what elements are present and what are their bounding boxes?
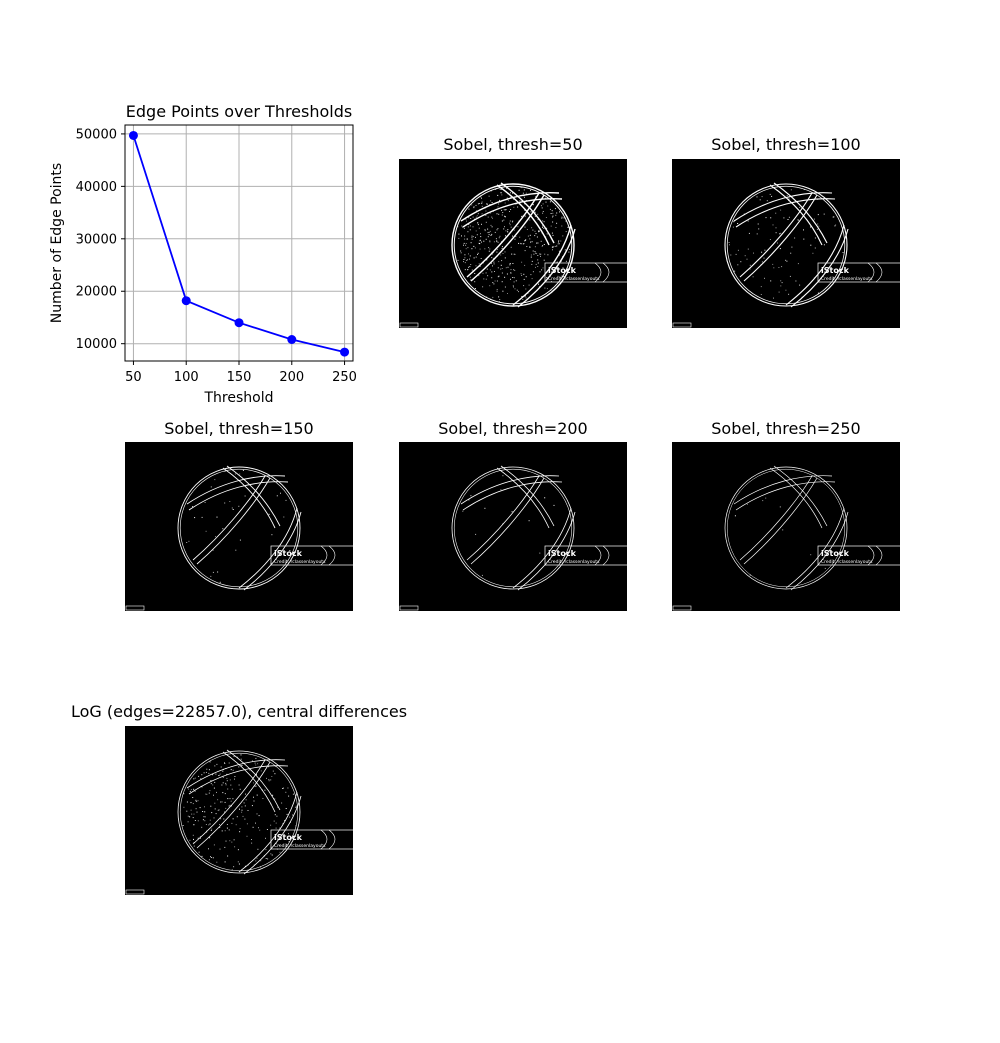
panel-title-sobel-150: Sobel, thresh=150	[164, 419, 314, 438]
svg-text:iStock: iStock	[548, 266, 577, 275]
svg-text:Credit: rclassenlayouts: Credit: rclassenlayouts	[548, 559, 600, 565]
panel-title-log: LoG (edges=22857.0), central differences	[70, 702, 408, 721]
svg-text:Credit: rclassenlayouts: Credit: rclassenlayouts	[274, 843, 326, 849]
data-point	[128, 130, 138, 140]
sobel-200-image: iStock Credit: rclassenlayouts	[399, 442, 627, 611]
x-tick-label: 50	[125, 370, 142, 385]
panel-title-sobel-250: Sobel, thresh=250	[711, 419, 861, 438]
chart-title: Edge Points over Thresholds	[125, 102, 353, 121]
y-tick-label: 40000	[76, 180, 117, 195]
y-tick-label: 20000	[76, 285, 117, 300]
sobel-50-image: iStock Credit: rclassenlayouts	[399, 159, 627, 328]
svg-text:iStock: iStock	[821, 549, 850, 558]
panel-title-sobel-50: Sobel, thresh=50	[443, 135, 583, 154]
svg-text:Credit: rclassenlayouts: Credit: rclassenlayouts	[821, 276, 873, 282]
svg-text:iStock: iStock	[274, 549, 303, 558]
chart-canvas: 50 100 150 200 2501000020000300004000050000 …	[49, 124, 357, 406]
svg-text:iStock: iStock	[821, 266, 850, 275]
x-tick-label: 200	[279, 370, 304, 385]
x-tick-label: 250	[332, 370, 357, 385]
sobel-150-image: iStock Credit: rclassenlayouts	[125, 442, 353, 611]
log-image: iStock Credit: rclassenlayouts	[125, 726, 353, 895]
y-axis-label: Number of Edge Points	[49, 163, 65, 323]
svg-text:iStock: iStock	[548, 549, 577, 558]
svg-text:Credit: rclassenlayouts: Credit: rclassenlayouts	[548, 276, 600, 282]
panel-title-sobel-200: Sobel, thresh=200	[438, 419, 588, 438]
data-point	[287, 334, 297, 344]
data-point	[340, 347, 350, 357]
svg-text:iStock: iStock	[274, 833, 303, 842]
x-axis-label: Threshold	[204, 390, 274, 406]
y-tick-label: 10000	[76, 337, 117, 352]
sobel-100-image: iStock Credit: rclassenlayouts	[672, 159, 900, 328]
panel-title-sobel-100: Sobel, thresh=100	[711, 135, 861, 154]
y-tick-label: 50000	[76, 127, 117, 142]
x-tick-label: 100	[174, 370, 199, 385]
data-point	[181, 296, 191, 306]
data-point	[234, 318, 244, 328]
chart-ticks: 50 100 150 200 250 10000 20000 30000 40000 50000	[76, 127, 357, 385]
svg-text:Credit: rclassenlayouts: Credit: rclassenlayouts	[274, 559, 326, 565]
sobel-250-image: iStock Credit: rclassenlayouts	[672, 442, 900, 611]
svg-text:Credit: rclassenlayouts: Credit: rclassenlayouts	[821, 559, 873, 565]
y-tick-label: 30000	[76, 232, 117, 247]
x-tick-label: 150	[227, 370, 252, 385]
chart-series	[128, 130, 350, 357]
